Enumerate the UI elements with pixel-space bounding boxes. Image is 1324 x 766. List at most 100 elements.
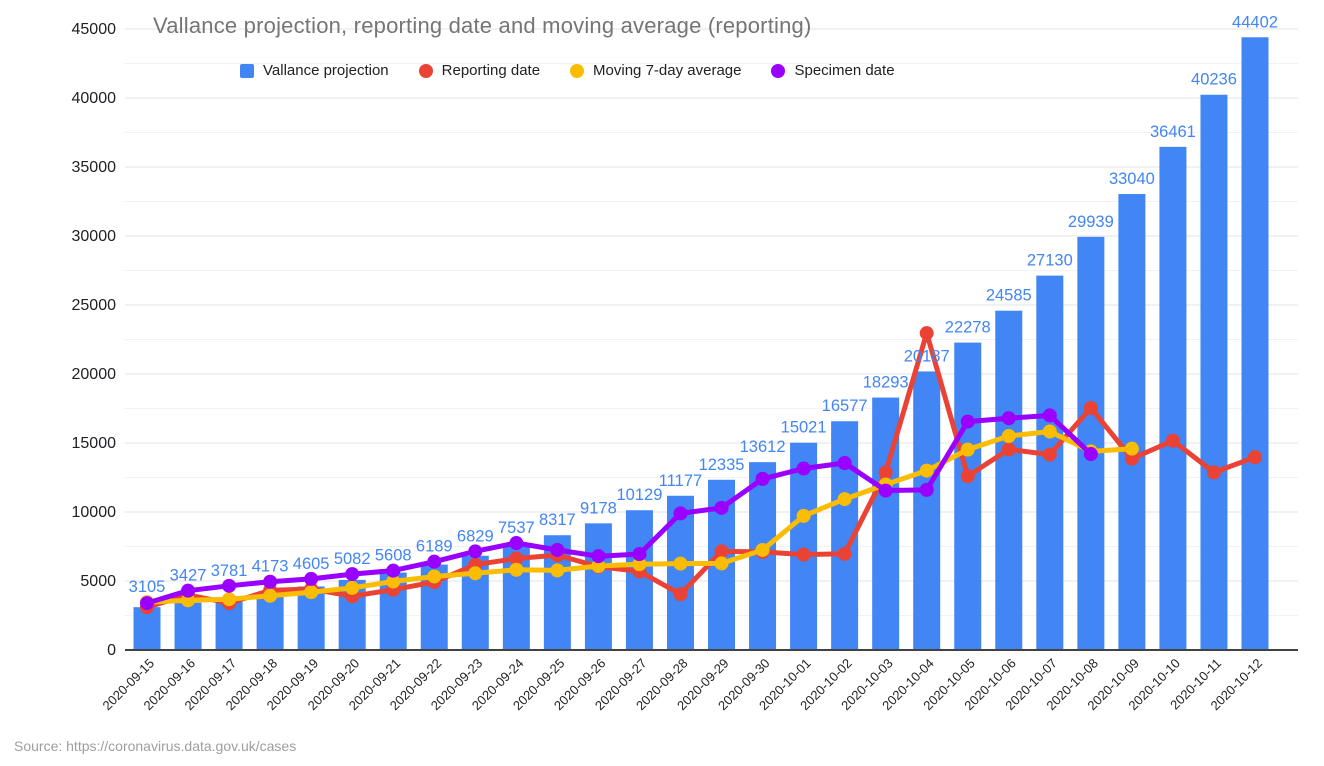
point-specimen-date-2020-09-28[interactable] — [673, 506, 688, 521]
bar-2020-10-07[interactable] — [1036, 275, 1064, 650]
point-reporting-date-2020-10-04[interactable] — [919, 326, 934, 341]
bar-2020-10-12[interactable] — [1241, 37, 1269, 651]
point-moving-7-day-average-2020-09-16[interactable] — [181, 593, 196, 608]
point-moving-7-day-average-2020-10-05[interactable] — [960, 442, 975, 457]
bar-data-label: 18293 — [863, 374, 909, 392]
point-moving-7-day-average-2020-09-26[interactable] — [591, 558, 606, 573]
legend-item-moving-7-day-average: Moving 7-day average — [570, 62, 741, 79]
point-reporting-date-2020-10-12[interactable] — [1247, 450, 1262, 465]
point-moving-7-day-average-2020-09-19[interactable] — [304, 585, 319, 600]
point-moving-7-day-average-2020-10-04[interactable] — [919, 463, 934, 478]
bar-2020-10-04[interactable] — [913, 371, 941, 650]
bar-data-label: 4605 — [293, 555, 330, 573]
point-specimen-date-2020-09-18[interactable] — [263, 574, 278, 589]
point-reporting-date-2020-09-28[interactable] — [673, 587, 688, 602]
point-specimen-date-2020-10-02[interactable] — [837, 456, 852, 471]
point-specimen-date-2020-09-17[interactable] — [222, 578, 237, 593]
point-moving-7-day-average-2020-09-29[interactable] — [714, 556, 729, 571]
point-specimen-date-2020-10-08[interactable] — [1083, 447, 1098, 462]
point-moving-7-day-average-2020-09-21[interactable] — [386, 574, 401, 589]
y-axis-tick-label: 45000 — [72, 21, 117, 38]
line-specimen-date — [146, 412, 1093, 606]
point-moving-7-day-average-2020-10-06[interactable] — [1001, 429, 1016, 444]
point-reporting-date-2020-10-09[interactable] — [1124, 451, 1139, 466]
bar-2020-10-10[interactable] — [1159, 146, 1187, 650]
point-moving-7-day-average-2020-09-17[interactable] — [222, 592, 237, 607]
bar-data-label: 3781 — [211, 562, 248, 580]
point-specimen-date-2020-10-01[interactable] — [796, 461, 811, 476]
bar-data-label: 29939 — [1068, 213, 1114, 231]
point-specimen-date-2020-10-04[interactable] — [919, 482, 934, 497]
point-reporting-date-2020-10-07[interactable] — [1042, 447, 1057, 462]
y-axis-tick-label: 20000 — [72, 366, 117, 383]
point-specimen-date-2020-09-21[interactable] — [386, 563, 401, 578]
bar-2020-10-06[interactable] — [995, 310, 1023, 650]
legend-label: Reporting date — [441, 62, 541, 79]
point-reporting-date-2020-10-05[interactable] — [960, 469, 975, 484]
bar-data-label: 20187 — [904, 347, 950, 365]
point-specimen-date-2020-09-23[interactable] — [468, 544, 483, 559]
point-moving-7-day-average-2020-09-20[interactable] — [345, 580, 360, 595]
point-specimen-date-2020-09-20[interactable] — [345, 567, 360, 582]
point-moving-7-day-average-2020-09-28[interactable] — [673, 556, 688, 571]
point-reporting-date-2020-10-06[interactable] — [1001, 442, 1016, 457]
point-specimen-date-2020-09-24[interactable] — [509, 536, 524, 551]
point-specimen-date-2020-09-19[interactable] — [304, 571, 319, 586]
point-reporting-date-2020-10-10[interactable] — [1165, 433, 1180, 448]
point-specimen-date-2020-09-29[interactable] — [714, 500, 729, 515]
bar-data-label: 15021 — [781, 419, 827, 437]
point-reporting-date-2020-09-29[interactable] — [714, 544, 729, 559]
legend-circle-swatch — [418, 63, 433, 78]
point-specimen-date-2020-10-03[interactable] — [878, 483, 893, 498]
point-moving-7-day-average-2020-10-01[interactable] — [796, 508, 811, 523]
point-moving-7-day-average-2020-09-22[interactable] — [427, 569, 442, 584]
point-moving-7-day-average-2020-09-23[interactable] — [468, 566, 483, 581]
point-moving-7-day-average-2020-09-25[interactable] — [550, 563, 565, 578]
point-specimen-date-2020-09-30[interactable] — [755, 471, 770, 486]
point-moving-7-day-average-2020-09-18[interactable] — [263, 588, 278, 603]
point-specimen-date-2020-09-16[interactable] — [181, 583, 196, 598]
bar-2020-10-01[interactable] — [790, 442, 818, 650]
point-reporting-date-2020-10-02[interactable] — [837, 546, 852, 561]
y-axis-tick-label: 40000 — [72, 90, 117, 107]
point-specimen-date-2020-09-27[interactable] — [632, 547, 647, 562]
bar-data-label: 36461 — [1150, 123, 1196, 141]
legend-square-swatch — [240, 63, 254, 78]
point-specimen-date-2020-09-22[interactable] — [427, 554, 442, 569]
point-moving-7-day-average-2020-10-09[interactable] — [1124, 441, 1139, 456]
point-moving-7-day-average-2020-09-30[interactable] — [755, 542, 770, 557]
bar-2020-10-11[interactable] — [1200, 94, 1228, 650]
bar-2020-09-16[interactable] — [174, 602, 202, 650]
legend-label: Specimen date — [794, 62, 895, 79]
bar-2020-10-09[interactable] — [1118, 194, 1146, 650]
point-reporting-date-2020-10-08[interactable] — [1083, 400, 1098, 415]
y-axis-tick-label: 0 — [107, 642, 116, 659]
y-axis-tick-label: 10000 — [72, 504, 117, 521]
point-specimen-date-2020-10-06[interactable] — [1001, 411, 1016, 426]
bar-2020-09-26[interactable] — [584, 523, 612, 650]
point-specimen-date-2020-09-26[interactable] — [591, 549, 606, 564]
legend-item-specimen-date: Specimen date — [771, 62, 895, 79]
bar-data-label: 6829 — [457, 527, 494, 545]
bar-2020-09-15[interactable] — [133, 607, 161, 650]
point-specimen-date-2020-10-07[interactable] — [1042, 408, 1057, 423]
point-specimen-date-2020-10-05[interactable] — [960, 414, 975, 429]
bar-data-label: 33040 — [1109, 170, 1155, 188]
point-moving-7-day-average-2020-10-02[interactable] — [837, 492, 852, 507]
point-moving-7-day-average-2020-10-07[interactable] — [1042, 424, 1057, 439]
point-reporting-date-2020-10-01[interactable] — [796, 547, 811, 562]
point-reporting-date-2020-09-24[interactable] — [509, 551, 524, 566]
legend-label: Moving 7-day average — [593, 62, 742, 79]
point-reporting-date-2020-10-11[interactable] — [1206, 465, 1221, 480]
point-moving-7-day-average-2020-09-24[interactable] — [509, 562, 524, 577]
legend-item-reporting-date: Reporting date — [418, 62, 541, 79]
point-reporting-date-2020-10-03[interactable] — [878, 465, 893, 480]
bar-2020-09-27[interactable] — [625, 510, 653, 650]
point-specimen-date-2020-09-25[interactable] — [550, 542, 565, 557]
bar-2020-10-05[interactable] — [954, 342, 982, 650]
point-specimen-date-2020-09-15[interactable] — [140, 596, 154, 611]
y-axis-tick-label: 15000 — [72, 435, 117, 452]
point-moving-7-day-average-2020-09-27[interactable] — [632, 557, 647, 572]
legend-item-vallance-projection: Vallance projection — [240, 62, 389, 79]
